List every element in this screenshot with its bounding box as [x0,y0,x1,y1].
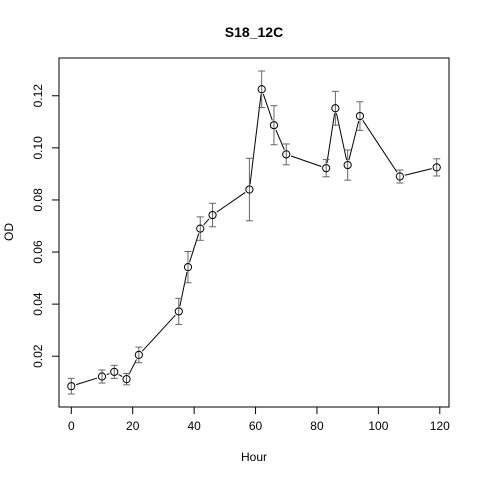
error-bar [331,90,339,126]
error-bar [184,251,192,284]
error-bar [356,101,364,131]
error-bar [209,202,217,228]
data-point [322,164,331,173]
series-line-segment [335,113,348,161]
error-bar [270,105,278,146]
series-line-segment [75,377,98,386]
error-bar [344,149,352,181]
data-point [134,350,143,360]
data-point [196,224,205,233]
y-tick-label: 0.08 [31,188,45,212]
y-tick-label: 0.10 [31,136,45,160]
error-bar [396,169,404,184]
y-tick-label: 0.12 [31,84,45,108]
error-bar [135,346,143,364]
x-tick-label: 100 [368,419,388,433]
chart-title: S18_12C [225,24,283,40]
data-point [331,104,340,113]
plot-frame [58,57,450,408]
x-tick-label: 80 [310,419,324,433]
data-point [97,372,107,381]
series-line-segment [179,272,188,307]
x-tick-label: 0 [68,419,75,433]
data-point [269,121,279,130]
y-axis-label: OD [2,223,16,241]
y-tick-label: 0.04 [31,292,45,316]
error-bar [433,158,441,177]
x-tick-label: 120 [430,419,450,433]
y-tick-label: 0.06 [31,240,45,264]
data-point [355,111,365,121]
x-tick-label: 20 [126,419,140,433]
series-line-segment [290,155,322,167]
series-line-segment [362,120,398,173]
series-line-segment [128,359,137,375]
error-bar [175,297,183,325]
data-point [183,263,193,272]
series-line-segment [275,129,285,150]
series-line-segment [203,218,210,226]
series-line-segment [216,192,246,213]
data-point [245,185,254,194]
series-line-segment [106,373,110,376]
error-bar [67,377,75,395]
data-point [257,85,266,94]
data-point [174,307,183,316]
data-point [432,163,441,172]
error-bar [245,157,253,222]
series-line-segment [189,233,200,263]
x-axis-label: Hour [241,450,267,464]
error-bar [98,369,106,384]
series-line-segment [404,168,432,176]
error-bar [282,143,290,166]
x-tick-label: 60 [249,419,263,433]
data-point [67,382,76,391]
data-point [282,150,291,159]
data-point [122,375,131,384]
data-point [208,210,217,220]
series-line-segment [262,93,273,121]
data-series [67,70,441,395]
series-line-segment [141,314,176,352]
y-axis: 0.02 0.04 0.06 0.08 0.10 0.12 [31,84,59,368]
x-tick-label: 40 [187,419,201,433]
series-line-segment [118,374,123,377]
error-bar [258,70,266,108]
data-point [110,367,119,376]
error-bar [110,364,118,379]
data-point [395,172,404,181]
x-axis: 0 20 40 60 80 100 120 [68,407,450,433]
error-bar [322,159,330,178]
error-bar [196,216,204,241]
y-tick-label: 0.02 [31,344,45,368]
series-line-segment [249,94,262,185]
data-point [343,160,352,170]
series-line-segment [326,113,336,164]
series-line-segment [348,120,360,161]
